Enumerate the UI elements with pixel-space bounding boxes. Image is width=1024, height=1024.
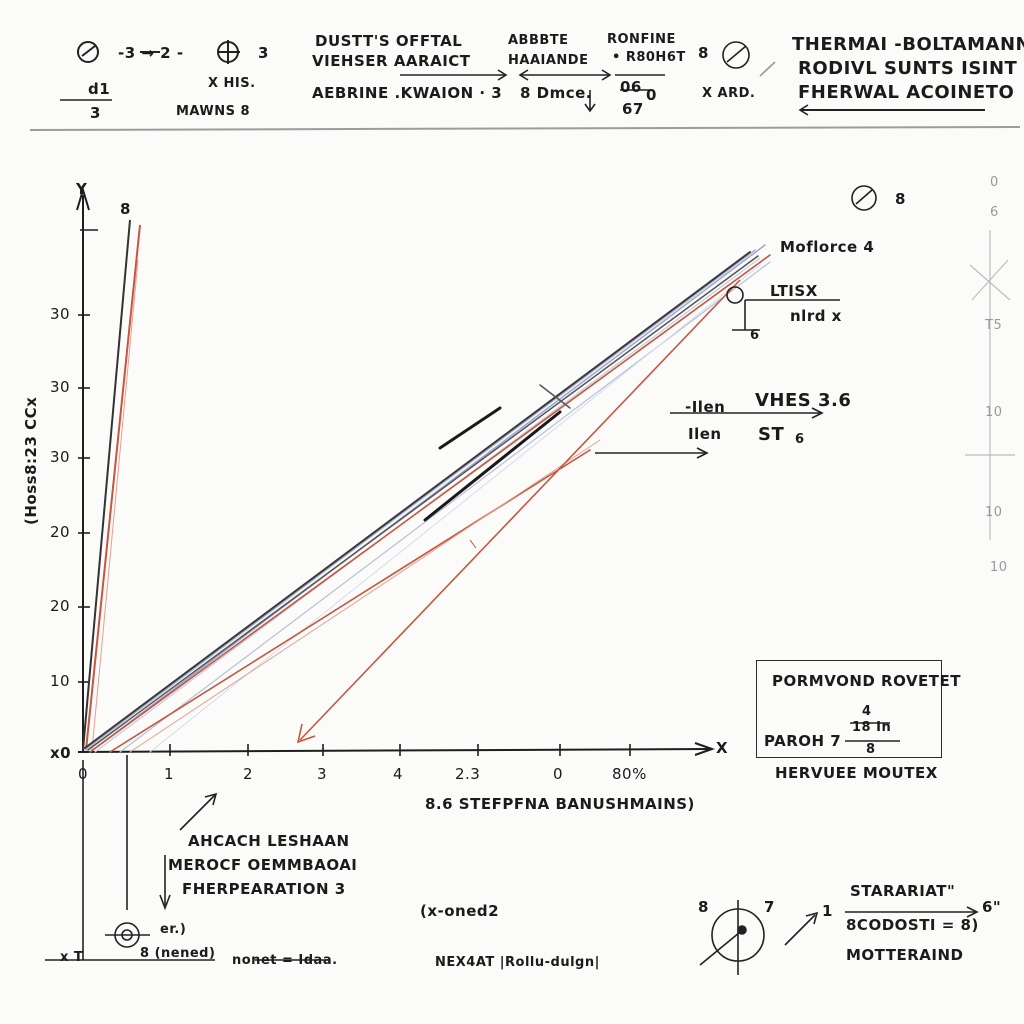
header-block1-line2: VIEHSER AARAICT [312, 52, 471, 70]
y-tick-marks [78, 229, 98, 683]
y-tick-label: 30 [50, 305, 71, 323]
title-line1: THERMAI -BOLTAMANN [792, 34, 1024, 55]
axes-lines [76, 186, 716, 756]
main-curve-bundle [84, 244, 771, 753]
hened-label: 8 (nened) [140, 946, 216, 961]
margin-mark: 10 [985, 405, 1003, 420]
lits-sub: 6 [750, 328, 760, 343]
x-axis-label: 8.6 STEFPFNA BANUSHMAINS) [425, 795, 695, 813]
header-block3-frac-num: 06 [620, 78, 642, 96]
arrow-label-1: -Ilen [685, 398, 726, 416]
lits-label-1: LTISX [770, 282, 818, 300]
bottom-left-line1: AHCACH LESHAAN [188, 832, 350, 850]
y-axis-top-mark: 8 [120, 200, 131, 218]
legend-fraction-lines [845, 722, 900, 742]
margin-mark: 10 [985, 505, 1003, 520]
y-axis-label: (Hoss8:23 CCx [22, 396, 40, 525]
legend-box [756, 660, 942, 758]
y-tick-label: 30 [50, 448, 71, 466]
margin-mark: 6 [990, 205, 999, 220]
y-tick-label: 20 [50, 523, 71, 541]
header-block1-line1: DUSTT'S OFFTAL [315, 32, 463, 50]
legend-row-value: 8 [866, 742, 876, 757]
legend-caption: HERVUEE MOUTEX [775, 764, 938, 782]
header-block3-side: 0 [646, 86, 657, 104]
bottom-center-expr2: NEX4AT |Rollu-dulgn| [435, 955, 600, 970]
header-formula-label1: X HIS. [208, 76, 256, 91]
bottom-center-expr: (x-oned2 [420, 902, 500, 920]
legend-frac-num: 4 [862, 704, 872, 719]
header-block4-number: 8 [698, 44, 709, 62]
header-block2-line3: 8 Dmce. [520, 84, 593, 102]
header-block3-line2: • R80H6T [612, 50, 686, 65]
x-tick-label: 0 [78, 765, 89, 783]
bottom-left-line2: MEROCF OEMMBAOAI [168, 856, 358, 874]
header-block3-frac-den: 67 [622, 100, 644, 118]
steep-lines [82, 219, 141, 751]
vhes-label: VHES 3.6 [755, 390, 852, 411]
y-tick-label: 10 [50, 672, 71, 690]
header-formula-top: -3 → 2 - [118, 44, 184, 62]
legend-frac-mid: 18 In [852, 720, 892, 735]
header-left-symbol [60, 40, 240, 101]
x-tick-marks [169, 744, 631, 756]
gauge-right-label: 7 [764, 898, 775, 916]
lits-label-2: nlrd x [790, 307, 842, 325]
bottom-left-line3: FHERPEARATION 3 [182, 880, 346, 898]
top-right-symbol-label: 8 [895, 190, 906, 208]
header-block4-label: X ARD. [702, 86, 756, 101]
bottom-right-line2: 8CODOSTI = 8) [846, 916, 979, 934]
x-tick-label: 2.3 [455, 765, 481, 783]
header-block1-line3: AEBRINE .KWAION · 3 [312, 84, 503, 102]
right-margin-marks [965, 230, 1015, 540]
header-frac-den: 3 [90, 104, 101, 122]
origin-label: x0 [50, 744, 72, 762]
annotation-arrows [595, 185, 877, 459]
gauge-symbol [699, 900, 979, 975]
arrow-label-2: Ilen [688, 425, 722, 443]
y-tick-label: 20 [50, 597, 71, 615]
header-block2-line2: HAAIANDE [508, 53, 589, 68]
y-tick-label: 30 [50, 378, 71, 396]
margin-mark: 10 [990, 560, 1008, 575]
left-marks: x T [60, 950, 84, 965]
vhes-sub2: 6 [795, 432, 805, 447]
legend-title: PORMVOND ROVETET [772, 672, 962, 690]
gauge-left-label: 8 [698, 898, 709, 916]
header-frac-num: d1 [88, 80, 111, 98]
legend-row-label: PAROH 7 [764, 732, 842, 750]
x-tick-label: 2 [243, 765, 254, 783]
title-line2: RODIVL SUNTS ISINT of [798, 58, 1024, 79]
y-axis-letter: Y [76, 180, 88, 198]
bottom-left-instrument [45, 755, 330, 961]
header-formula-right: 3 [258, 44, 269, 62]
margin-mark: T5 [985, 318, 1003, 333]
red-return-arrow [296, 279, 741, 744]
title-line3: FHERWAL ACOINETO [798, 82, 1015, 103]
arrow-number: 1 [822, 902, 833, 920]
reference-note: Moflorce 4 [780, 238, 875, 256]
x-tick-label: 3 [317, 765, 328, 783]
vhes-sub: ST [758, 424, 785, 445]
x-tick-label: 80% [612, 765, 647, 783]
header-block3-line1: RONFINE [607, 32, 676, 47]
bottom-right-line1: STARARIAT" [850, 882, 956, 900]
coil-label: er.) [160, 922, 187, 937]
bottom-right-line2-side: 6" [982, 898, 1002, 916]
header-formula-label2: MAWNS 8 [176, 104, 251, 119]
header-divider [29, 126, 1021, 131]
header-block2-line1: ABBBTE [508, 33, 569, 48]
header-arrows [400, 41, 985, 116]
margin-mark: 0 [990, 175, 999, 190]
x-axis-letter: X [716, 739, 729, 757]
x-tick-label: 1 [164, 765, 175, 783]
bottom-right-line3: MOTTERAIND [846, 946, 964, 964]
eq-label: nonet = Idaa. [232, 953, 338, 968]
x-tick-label: 4 [393, 765, 404, 783]
x-tick-label: 0 [553, 765, 564, 783]
